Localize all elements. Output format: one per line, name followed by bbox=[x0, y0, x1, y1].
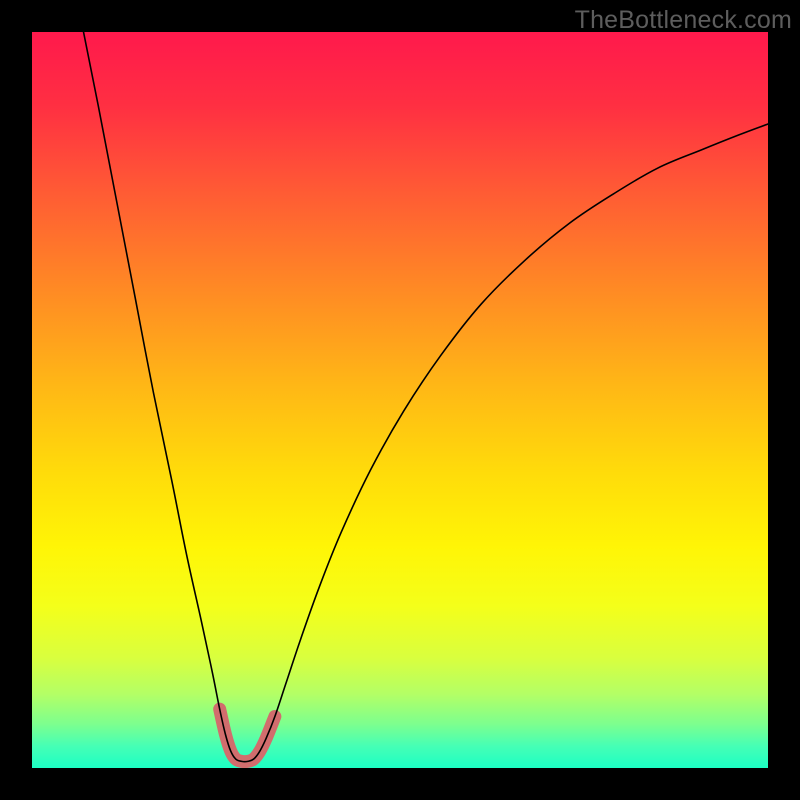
chart-background bbox=[32, 32, 768, 768]
chart-svg bbox=[32, 32, 768, 768]
plot-area bbox=[32, 32, 768, 768]
watermark-text: TheBottleneck.com bbox=[575, 6, 792, 35]
